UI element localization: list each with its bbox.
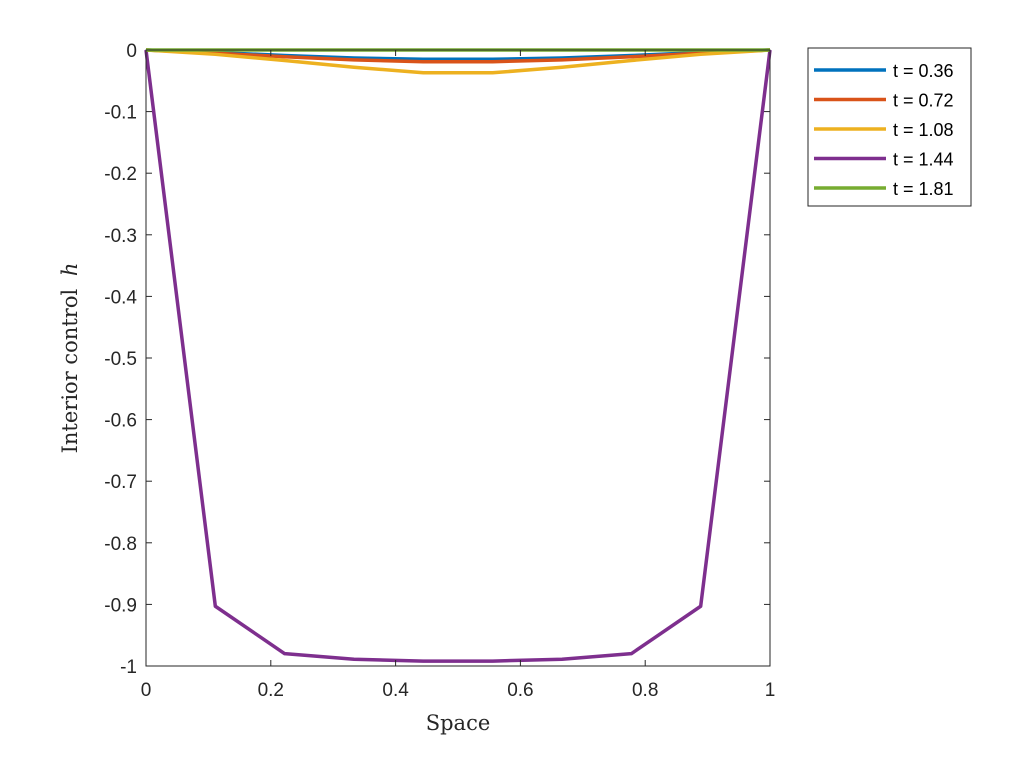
- y-tick-label: -0.4: [104, 287, 137, 308]
- series-layer: [144, 48, 772, 663]
- legend-label-3: t = 1.08: [893, 120, 954, 140]
- y-axis-label: Interior control h: [58, 263, 82, 454]
- tick-layer: 0 0.2 0.4 0.6 0.8 1 -1 -0.9 -0.8 -0.7 -0.6 -0.5 -0.4…: [104, 41, 775, 701]
- legend-label-5: t = 1.81: [893, 179, 954, 199]
- legend-items: t = 0.36 t = 0.72 t = 1.08 t = 1.44 t = 1.81: [814, 61, 954, 199]
- y-tick-label: -0.5: [104, 349, 137, 370]
- y-tick-label: -0.2: [104, 164, 137, 185]
- y-tick-label: 0: [126, 41, 137, 62]
- y-tick-label: -1: [120, 657, 137, 678]
- legend-label-1: t = 0.36: [893, 61, 954, 81]
- series-line-4: [144, 49, 772, 663]
- y-tick-label: -0.6: [104, 411, 137, 432]
- legend-label-2: t = 0.72: [893, 91, 954, 111]
- y-tick-label: -0.9: [104, 595, 137, 616]
- y-tick-label: -0.8: [104, 534, 137, 555]
- plot-area: [146, 50, 770, 666]
- legend: t = 0.36 t = 0.72 t = 1.08 t = 1.44 t = 1.81: [807, 47, 972, 207]
- x-tick-label: 0: [141, 680, 152, 701]
- x-tick-label: 0.8: [632, 680, 658, 701]
- y-axis-label-text: Interior control: [58, 289, 82, 454]
- x-axis-label: Space: [426, 711, 491, 735]
- y-axis-label-symbol: h: [58, 263, 82, 277]
- y-tick-label: -0.3: [104, 226, 137, 247]
- legend-label-4: t = 1.44: [893, 150, 954, 170]
- y-tick-label: -0.7: [104, 472, 137, 493]
- y-tick-label: -0.1: [104, 103, 137, 124]
- x-tick-label: 1: [765, 680, 776, 701]
- series-line-2: [145, 48, 771, 64]
- series-line-3: [145, 48, 771, 75]
- y-axis-label-group: Interior control h: [58, 263, 82, 454]
- x-tick-label: 0.4: [382, 680, 409, 701]
- x-tick-label: 0.2: [258, 680, 284, 701]
- x-tick-label: 0.6: [507, 680, 533, 701]
- legend-box: [807, 47, 972, 207]
